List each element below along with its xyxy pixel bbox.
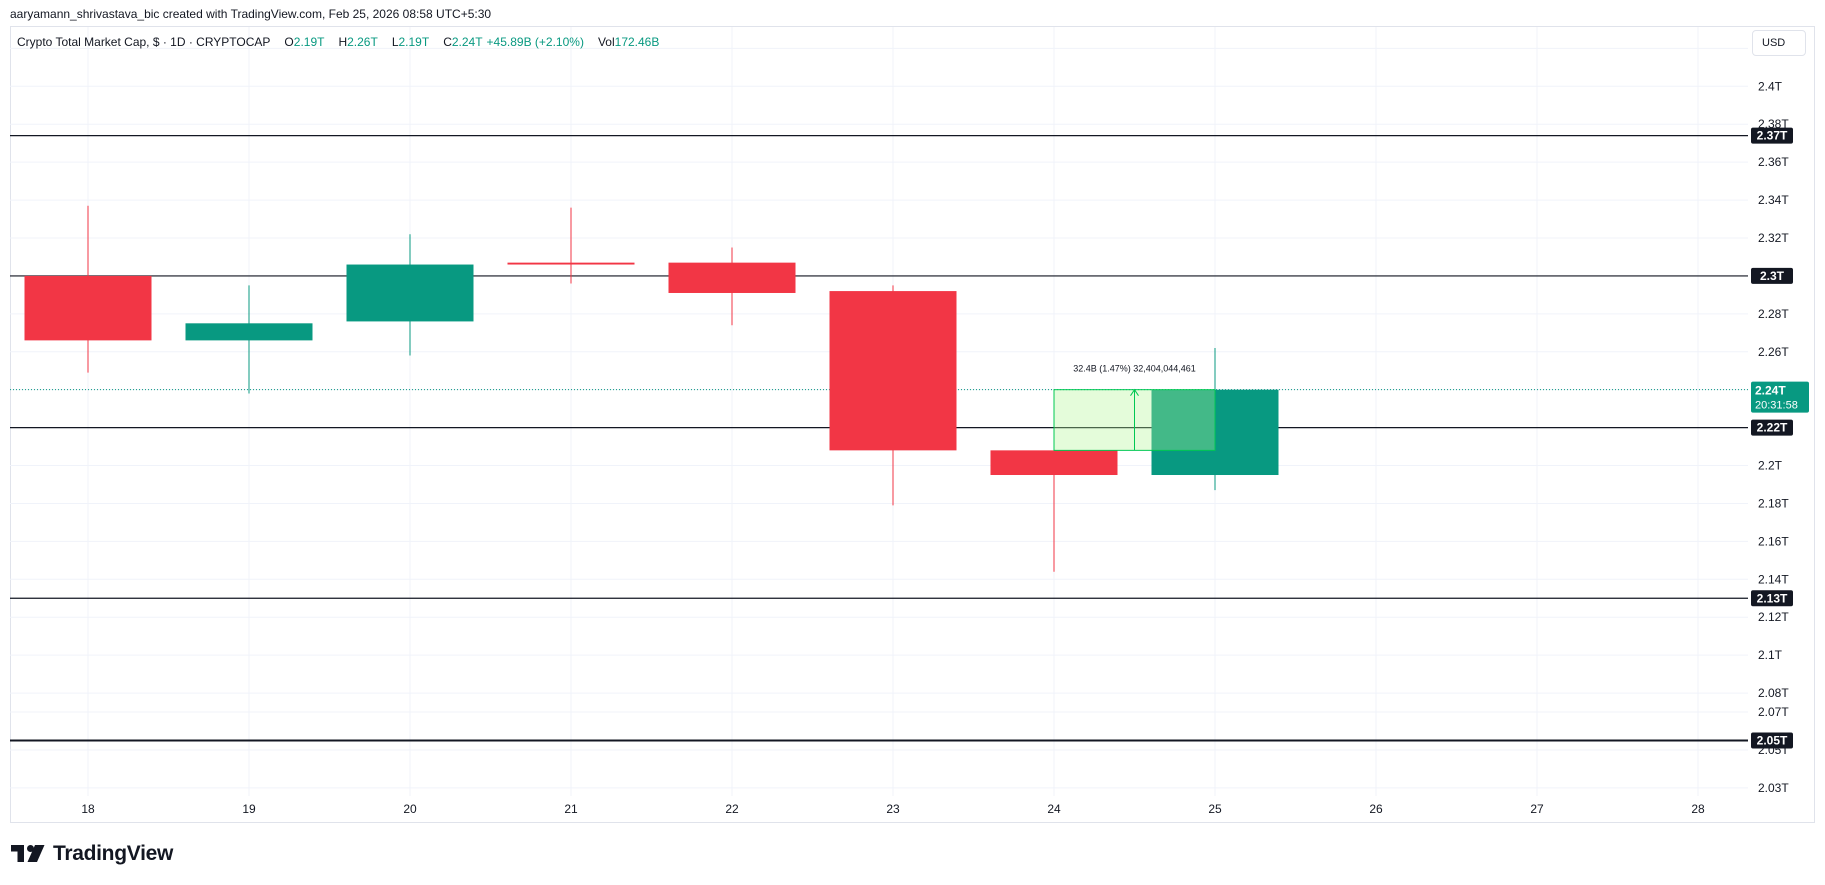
candle xyxy=(507,207,635,284)
y-tick-label: 2.4T xyxy=(1758,79,1783,93)
y-tick-label: 2.1T xyxy=(1758,648,1783,662)
y-tick-label: 2.16T xyxy=(1758,534,1789,548)
badge-background xyxy=(1751,419,1793,436)
y-tick-label: 2.03T xyxy=(1758,781,1789,795)
candle xyxy=(829,285,957,506)
y-tick-label: 2.32T xyxy=(1758,231,1789,245)
legend-low: L 2.19T xyxy=(391,35,430,49)
x-tick-label: 20 xyxy=(403,802,417,816)
y-tick-label: 2.12T xyxy=(1758,610,1789,624)
tradingview-logo[interactable]: TradingView xyxy=(11,842,173,866)
candle xyxy=(24,205,152,373)
badge-label: 2.22T xyxy=(1757,421,1788,435)
symbol-name: Crypto Total Market Cap, $ · 1D · CRYPTO… xyxy=(17,35,271,49)
badge-label: 2.3T xyxy=(1760,269,1785,283)
y-tick-label: 2.36T xyxy=(1758,155,1789,169)
y-tick-label: 2.08T xyxy=(1758,686,1789,700)
x-tick-label: 24 xyxy=(1047,802,1061,816)
last-price-badge: 2.24T 20:31:58 xyxy=(1751,381,1809,413)
y-tick-label: 2.26T xyxy=(1758,345,1789,359)
candles xyxy=(24,205,1279,572)
candle xyxy=(346,234,474,356)
tradingview-logo-icon xyxy=(11,845,45,862)
y-tick-label: 2.07T xyxy=(1758,705,1789,719)
candle-body xyxy=(346,264,474,322)
horizontal-line-badge: 2.05T xyxy=(1751,732,1793,749)
x-tick-label: 21 xyxy=(564,802,578,816)
candle-body xyxy=(507,262,635,265)
x-tick-label: 19 xyxy=(242,802,256,816)
badge-background xyxy=(1751,732,1793,749)
horizontal-line-badge: 2.3T xyxy=(1751,267,1793,284)
badge-background xyxy=(1751,127,1793,144)
last-price-label: 2.24T xyxy=(1755,384,1786,398)
legend-open: O 2.19T xyxy=(284,35,325,49)
horizontal-line-badge: 2.22T xyxy=(1751,419,1793,436)
y-tick-label: 2.28T xyxy=(1758,307,1789,321)
badge-background xyxy=(1751,590,1793,607)
candle-body xyxy=(185,323,313,341)
x-tick-label: 26 xyxy=(1369,802,1383,816)
symbol-legend: Crypto Total Market Cap, $ · 1D · CRYPTO… xyxy=(17,35,659,49)
measure-label: 32.4B (1.47%) 32,404,044,461 xyxy=(1073,364,1196,374)
chart-credit: aaryamann_shrivastava_bic created with T… xyxy=(10,7,492,21)
legend-high: H 2.26T xyxy=(338,35,378,49)
candle xyxy=(185,285,313,394)
currency-button[interactable]: USD xyxy=(1752,30,1806,56)
horizontal-line-badge: 2.37T xyxy=(1751,127,1793,144)
countdown-label: 20:31:58 xyxy=(1755,400,1798,412)
measure-tool: 32.4B (1.47%) 32,404,044,461 xyxy=(1053,364,1216,451)
candle xyxy=(990,420,1118,572)
x-tick-label: 18 xyxy=(81,802,95,816)
horizontal-line-badge: 2.13T xyxy=(1751,590,1793,607)
candle-body xyxy=(668,262,796,293)
x-tick-label: 27 xyxy=(1530,802,1544,816)
x-tick-label: 28 xyxy=(1691,802,1705,816)
candle-body xyxy=(990,450,1118,476)
candle-body xyxy=(24,275,152,341)
legend-change: +45.89B (+2.10%) xyxy=(486,35,584,49)
x-tick-label: 25 xyxy=(1208,802,1222,816)
badge-label: 2.37T xyxy=(1757,129,1788,143)
candle xyxy=(668,247,796,326)
badge-label: 2.13T xyxy=(1757,591,1788,605)
axes: 2.03T 2.05T 2.07T 2.08T 2.1T 2.12T 2.14T 2.16T 2… xyxy=(81,79,1809,816)
x-tick-label: 23 xyxy=(886,802,900,816)
badge-background xyxy=(1751,267,1793,284)
badge-label: 2.05T xyxy=(1757,733,1788,747)
y-tick-label: 2.2T xyxy=(1758,459,1783,473)
y-tick-label: 2.14T xyxy=(1758,572,1789,586)
y-tick-label: 2.34T xyxy=(1758,193,1789,207)
y-tick-label: 2.18T xyxy=(1758,496,1789,510)
measure-arrow-head xyxy=(1130,388,1139,396)
legend-close: C 2.24T xyxy=(443,35,483,49)
x-tick-label: 22 xyxy=(725,802,739,816)
brand-name: TradingView xyxy=(53,842,174,865)
badge-background xyxy=(1751,381,1809,413)
candle-body xyxy=(829,291,957,451)
legend-volume: Vol 172.46B xyxy=(597,35,660,49)
